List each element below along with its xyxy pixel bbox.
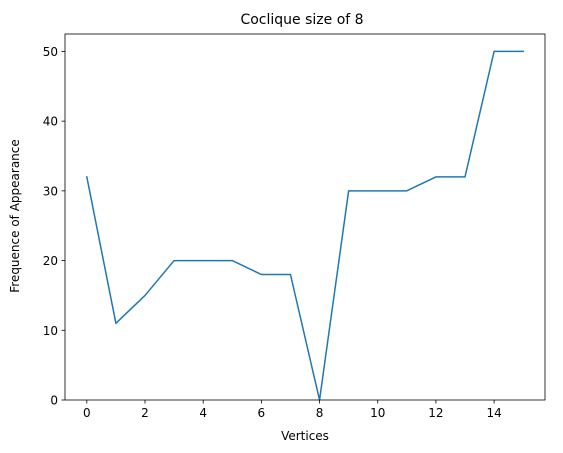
y-tick-label-50: 50 [43,45,58,59]
x-tick-label-0: 0 [83,406,91,420]
chart-title: Coclique size of 8 [240,12,363,28]
y-tick-label-0: 0 [50,394,58,408]
y-tick-label-30: 30 [43,184,58,198]
x-tick-label-8: 8 [316,406,324,420]
y-tick-label-40: 40 [43,115,58,129]
y-tick-label-10: 10 [43,324,58,338]
x-axis-label: Vertices [281,429,329,443]
series-line-0 [85,50,524,401]
x-tick-label-14: 14 [486,406,501,420]
plot-area: 0 2 4 6 8 10 12 14 0 10 20 30 40 50 [43,33,546,420]
axes-frame [64,33,546,401]
x-tick-label-2: 2 [141,406,149,420]
x-tick-label-6: 6 [258,406,266,420]
x-tick-label-12: 12 [428,406,443,420]
y-tick-label-20: 20 [43,254,58,268]
x-tick-label-10: 10 [370,406,385,420]
x-tick-label-4: 4 [199,406,207,420]
y-axis-label: Frequence of Appearance [8,139,22,293]
